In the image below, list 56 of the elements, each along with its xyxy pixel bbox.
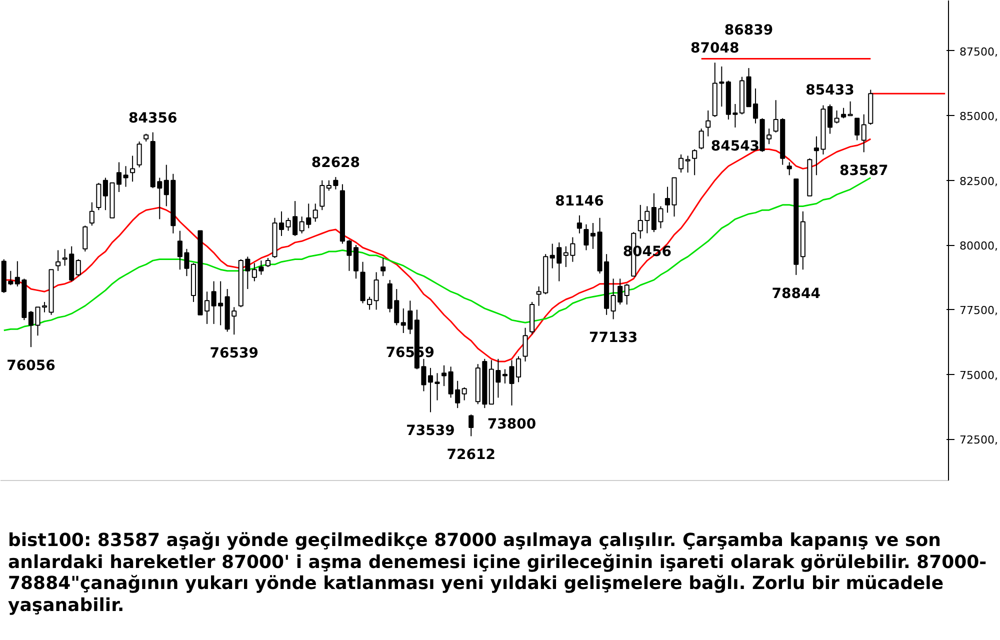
candlestick: [624, 283, 630, 306]
candlestick: [56, 250, 61, 272]
candlestick: [685, 155, 690, 174]
candlestick: [130, 155, 136, 182]
annotation: 76539: [210, 346, 258, 362]
annotation: 77133: [588, 330, 638, 346]
candlestick: [76, 258, 81, 277]
candlestick: [89, 202, 94, 226]
candlestick: [861, 114, 866, 153]
annotation: 72612: [446, 447, 496, 464]
candlestick: [841, 107, 846, 119]
y-tick-label: 77500,: [960, 304, 998, 318]
candlestick: [644, 206, 650, 234]
annotation: 73539: [406, 423, 455, 440]
candlestick: [698, 128, 704, 150]
annotation: 85433: [806, 82, 854, 98]
y-tick-label: 82500,: [960, 174, 998, 188]
annotation: 81146: [555, 193, 604, 210]
line-series: [3, 177, 872, 332]
candlestick: [786, 162, 792, 176]
y-tick-label: 85000,: [960, 110, 998, 124]
candlestick: [441, 364, 447, 387]
candlestick: [848, 100, 853, 116]
candlestick: [468, 414, 474, 437]
annotation: 86839: [724, 22, 774, 39]
candlestick: [522, 327, 528, 362]
candlestick: [692, 148, 698, 176]
candlestick: [374, 272, 379, 310]
candlestick: [265, 257, 271, 268]
annotation: 73800: [487, 416, 536, 432]
y-tick-label: 87500,: [960, 45, 998, 58]
candlestick: [320, 180, 325, 211]
y-tick-label: 72500,: [960, 434, 998, 447]
annotation: 84356: [128, 110, 178, 126]
text: bist100: 83587 aşağı yönde geçilmedikçe 87000 aşılmaya çalışılır. Çarşamba kapanış ve son anlardaki hareketler 87000' i aşma denemesi içine girileceğinin işareti olarak görülebilir. 87000-78884"çanağının yukarı yönde katlanması yeni yıldaki gelişmelere bağlı. Zorlu bir mücadele yaşanabilir.: [8, 530, 988, 616]
candlestick: [638, 204, 643, 240]
annotation: 83587: [840, 163, 888, 180]
candlestick: [706, 110, 711, 137]
annotation: 78844: [772, 286, 821, 302]
annotation: 84543: [710, 138, 760, 154]
candlestick: [380, 257, 386, 277]
candlestick: [136, 141, 142, 168]
candlestick: [576, 214, 582, 234]
y-tick-label: 80000,: [960, 240, 998, 253]
candlestick: [326, 180, 332, 192]
candlestick: [333, 176, 338, 190]
y-tick-label: 75000,: [960, 368, 998, 382]
candlestick: [462, 386, 467, 401]
candlestick: [82, 225, 88, 252]
candlestick: [312, 203, 318, 222]
annotation: 87048: [690, 40, 740, 57]
annotation: 76056: [6, 358, 56, 374]
annotation: 82628: [311, 155, 360, 172]
candlestick: [678, 154, 684, 174]
candlestick: [96, 182, 102, 211]
candlestick: [854, 118, 860, 141]
